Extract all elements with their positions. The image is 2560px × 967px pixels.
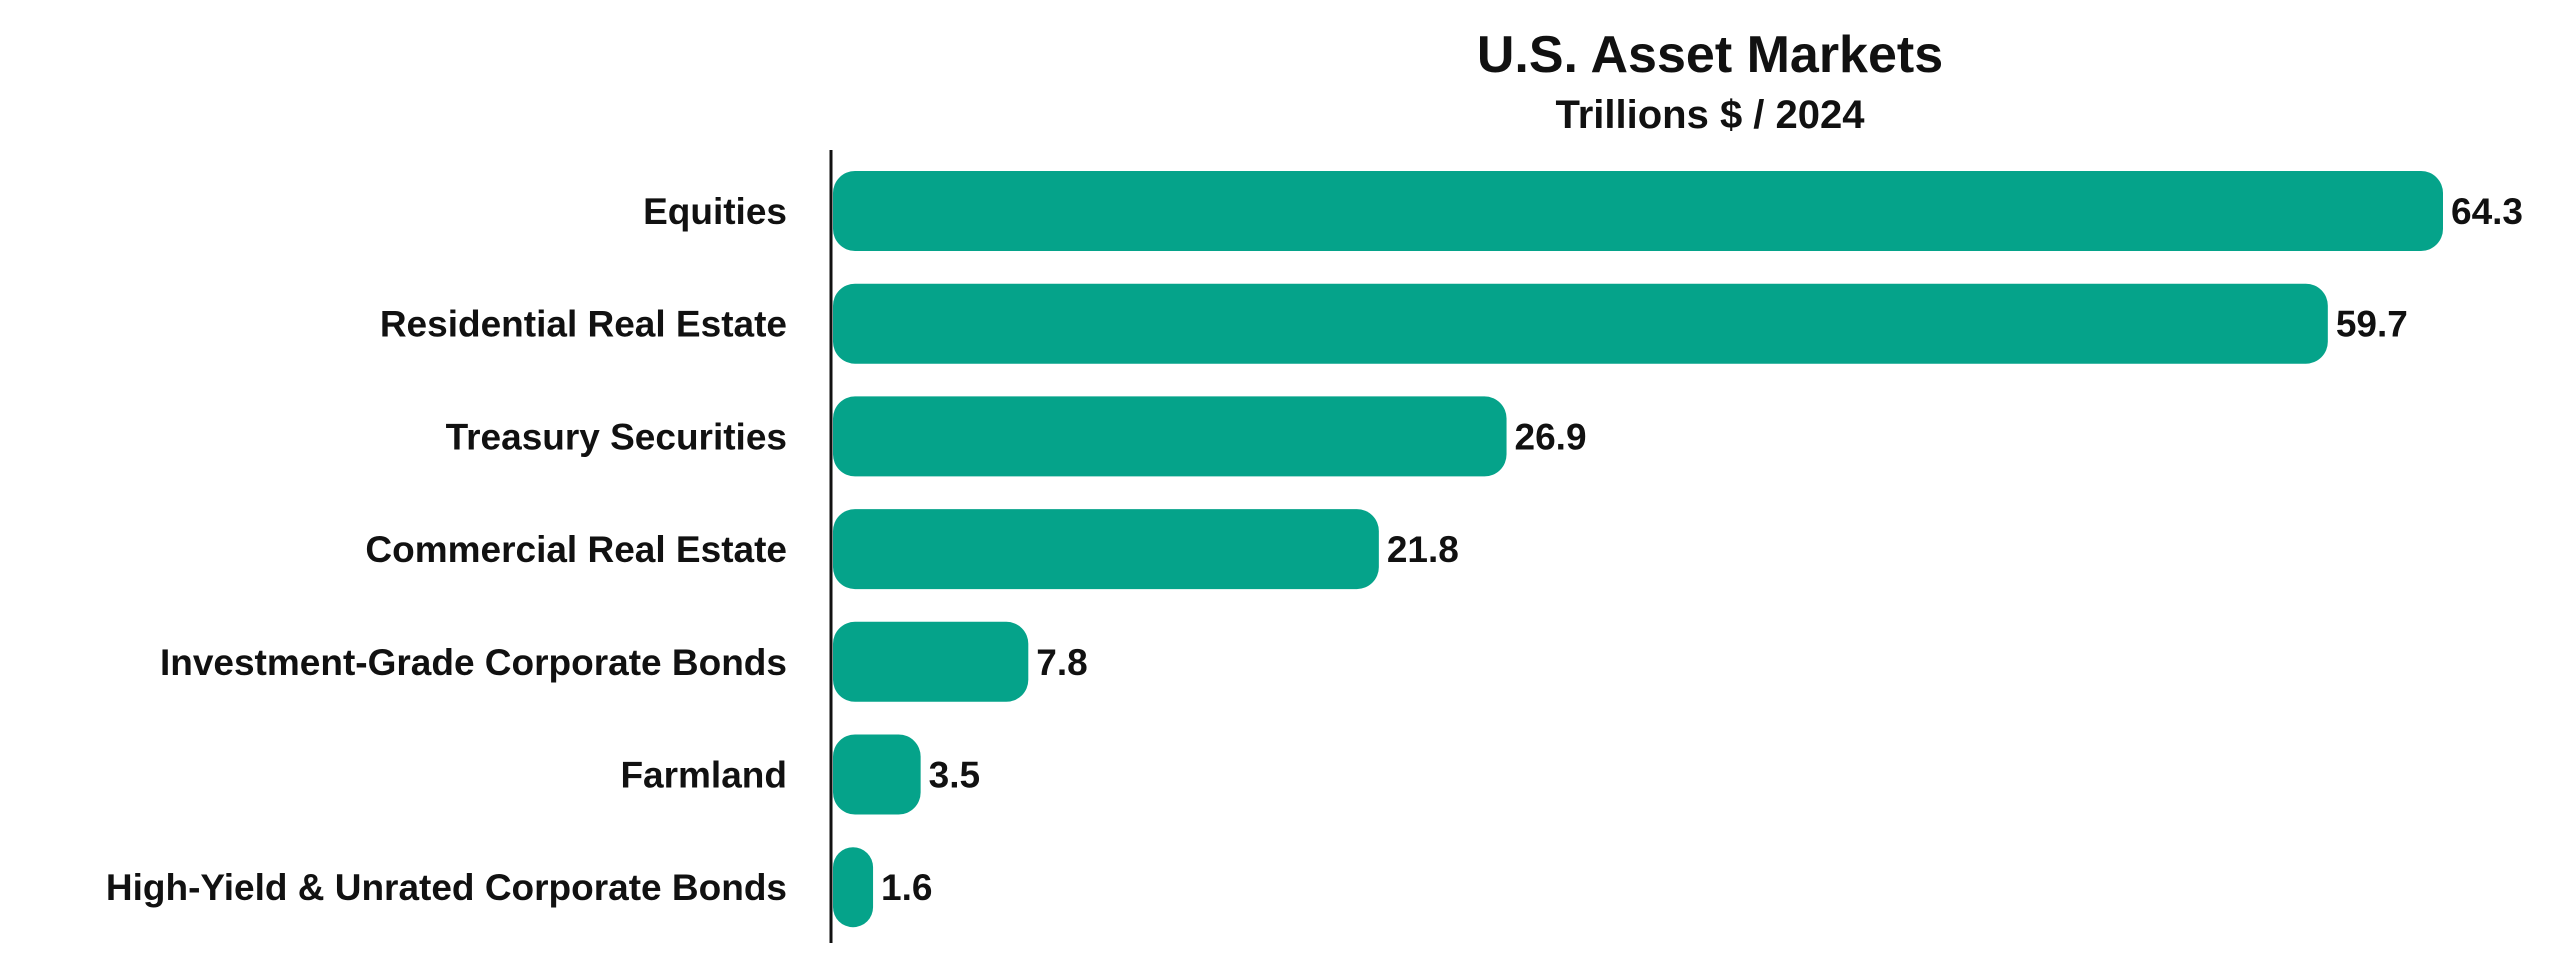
bar-treasury-securities: [833, 396, 1507, 477]
bar-commercial-real-estate: [833, 509, 1379, 590]
category-label-farmland: Farmland: [620, 755, 787, 796]
category-label-investment-grade-corporate-bonds: Investment-Grade Corporate Bonds: [160, 642, 787, 683]
bar-equities: [833, 171, 2443, 251]
value-label-treasury-securities: 26.9: [1515, 416, 1587, 457]
bar-residential-real-estate: [833, 283, 2328, 364]
chart-subtitle: Trillions $ / 2024: [1555, 93, 1865, 137]
category-label-high-yield-unrated-corporate-bonds: High-Yield & Unrated Corporate Bonds: [106, 867, 787, 908]
bar-investment-grade-corporate-bonds: [833, 621, 1029, 702]
value-label-commercial-real-estate: 21.8: [1387, 529, 1459, 570]
category-label-residential-real-estate: Residential Real Estate: [380, 304, 787, 345]
category-label-equities: Equities: [643, 191, 787, 232]
category-label-treasury-securities: Treasury Securities: [446, 416, 787, 457]
category-label-commercial-real-estate: Commercial Real Estate: [365, 529, 787, 570]
bar-high-yield-unrated-corporate-bonds: [833, 847, 874, 928]
value-label-investment-grade-corporate-bonds: 7.8: [1036, 642, 1087, 683]
value-label-high-yield-unrated-corporate-bonds: 1.6: [881, 867, 932, 908]
bars-group: [833, 171, 2443, 928]
bar-farmland: [833, 734, 921, 815]
category-labels: Equities Residential Real Estate Treasury …: [106, 191, 787, 908]
value-label-farmland: 3.5: [929, 755, 980, 796]
chart-title: U.S. Asset Markets: [1477, 26, 1943, 84]
value-labels: 64.3 59.7 26.9 21.8 7.8 3.5 1.6: [881, 191, 2523, 908]
value-label-equities: 64.3: [2451, 191, 2523, 232]
value-label-residential-real-estate: 59.7: [2336, 304, 2408, 345]
